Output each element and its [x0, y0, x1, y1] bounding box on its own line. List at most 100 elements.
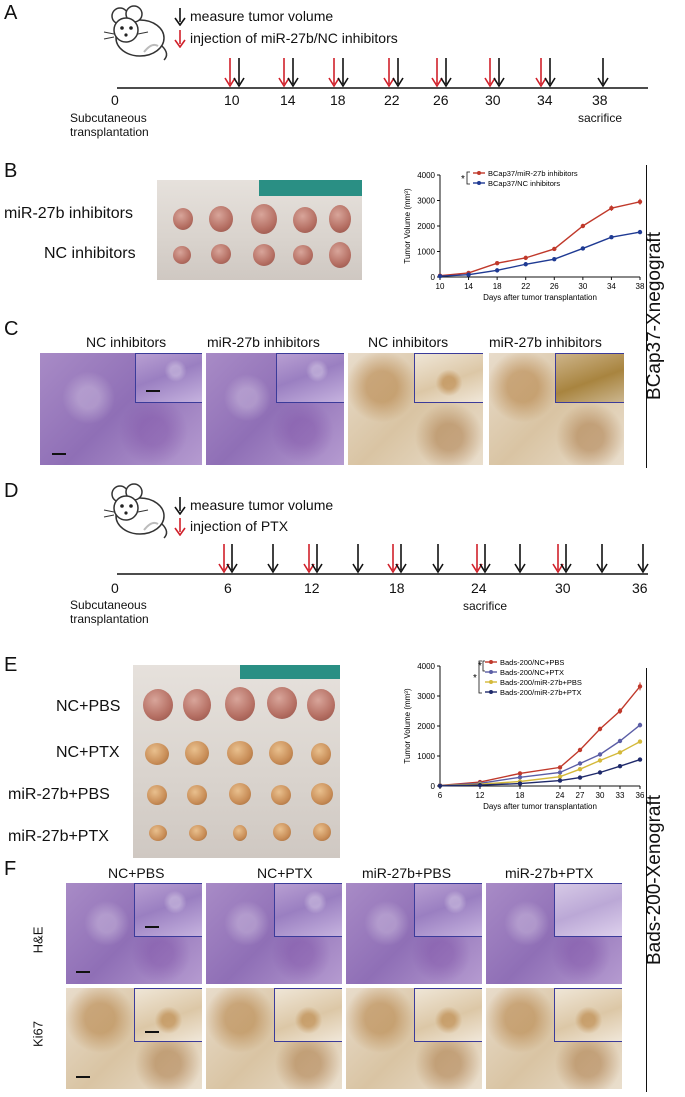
timeline-d	[117, 544, 649, 575]
panel-label-e: E	[4, 654, 18, 676]
panel-label-d: D	[4, 480, 19, 502]
timeline-a-tick-22: 22	[384, 92, 400, 108]
y-tick-label-3: 3000	[417, 692, 435, 701]
data-point-1-0	[437, 274, 443, 279]
measure-arrow-1	[233, 58, 245, 88]
timeline-a-tick-10: 10	[224, 92, 240, 108]
panel-label-a: A	[4, 2, 18, 24]
significance-star-2: *	[478, 661, 482, 672]
x-tick-label-0: 10	[436, 282, 445, 291]
side-label-bads200: Bads-200-Xenograft	[644, 794, 665, 966]
y-tick-label-4: 4000	[417, 171, 435, 180]
measure-arrow-3	[287, 58, 299, 88]
x-tick-label-2: 18	[493, 282, 502, 291]
x-tick-label-2: 18	[516, 791, 525, 800]
x-tick-label-5: 30	[596, 791, 605, 800]
significance-bracket	[466, 171, 470, 185]
series-line-0	[439, 201, 641, 277]
data-point-0-5	[580, 223, 586, 229]
legend-label-1: Bads-200/NC+PTX	[500, 668, 564, 677]
measure-arrow-14	[597, 58, 609, 88]
col-label-c-1: NC inhibitors	[86, 334, 167, 350]
side-divider-bottom	[646, 668, 647, 1092]
timeline-d-tick-18: 18	[389, 580, 405, 596]
injection-arrow-0	[224, 58, 236, 88]
data-point-1-4	[577, 761, 583, 766]
tumor-volume-chart-b: 0 1000 2000 3000 4000 10 14 18 22 26 30 34 38 Days af…	[403, 169, 645, 302]
ki67-image-f-3	[346, 988, 482, 1089]
he-image-f-1	[66, 883, 202, 984]
measure-arrow-14	[596, 544, 608, 574]
x-tick-label-3: 24	[556, 791, 565, 800]
data-point-1-6	[617, 738, 623, 744]
data-point-3-1	[477, 782, 483, 788]
data-point-2-7	[637, 739, 643, 744]
data-point-0-7	[637, 199, 643, 204]
data-point-0-6	[617, 708, 623, 714]
data-point-2-6	[617, 750, 623, 755]
x-axis-label: Days after tumor transplantation	[483, 802, 597, 811]
measure-arrow-3	[311, 544, 323, 574]
series-line-2	[439, 740, 641, 787]
x-tick-label-4: 27	[576, 791, 585, 800]
y-axis-label: Tumor Volume (mm³)	[403, 188, 412, 264]
data-point-1-2	[517, 775, 523, 780]
x-tick-label-4: 26	[550, 282, 559, 291]
measure-arrow-10	[267, 544, 279, 574]
row-label-nc-ptx: NC+PTX	[56, 744, 120, 761]
timeline-d-tick-6: 6	[224, 580, 232, 596]
data-point-3-7	[637, 757, 643, 762]
legend-marker-1	[489, 670, 493, 674]
row-label-mir27b-ptx: miR-27b+PTX	[8, 828, 109, 845]
data-point-0-6	[609, 205, 614, 211]
measure-arrow-5	[395, 544, 407, 574]
col-label-f-1: NC+PBS	[108, 865, 165, 881]
injection-arrow-12	[535, 58, 547, 88]
timeline-d-tick-30: 30	[555, 580, 571, 596]
timeline-a	[117, 58, 648, 89]
tumor-photo-e	[133, 665, 340, 858]
measure-arrow-13	[514, 544, 526, 574]
col-label-c-2: miR-27b inhibitors	[207, 334, 320, 350]
measure-arrow-1	[226, 544, 238, 574]
measure-arrow-11	[493, 58, 505, 88]
measure-arrow-12	[432, 544, 444, 574]
injection-arrow-0	[218, 544, 230, 574]
mouse-icon-d	[103, 483, 168, 539]
measure-arrow-7	[392, 58, 404, 88]
legend-label-0: BCap37/miR-27b inhibitors	[488, 169, 578, 178]
arrow-red-legend-d-icon	[174, 518, 186, 536]
x-tick-label-6: 33	[616, 791, 625, 800]
data-point-2-4	[577, 767, 583, 772]
y-axis-label: Tumor Volume (mm³)	[403, 688, 412, 764]
data-point-1-5	[597, 752, 603, 757]
legend-marker-0	[489, 660, 493, 664]
legend-marker-3	[489, 690, 493, 694]
data-point-3-6	[617, 764, 623, 769]
measure-arrow-7	[479, 544, 491, 574]
timeline-a-tick-0: 0	[111, 92, 119, 108]
col-label-c-3: NC inhibitors	[368, 334, 449, 350]
data-point-0-7	[637, 684, 643, 689]
mouse-icon	[103, 5, 168, 61]
x-tick-label-0: 6	[438, 791, 443, 800]
measure-arrow-13	[544, 58, 556, 88]
he-image-f-4	[486, 883, 622, 984]
data-point-0-2	[494, 261, 500, 266]
data-point-1-6	[609, 235, 614, 240]
timeline-a-tick-14: 14	[280, 92, 296, 108]
injection-arrow-2	[278, 58, 290, 88]
data-point-1-2	[494, 268, 500, 273]
legend-measure: measure tumor volume	[190, 8, 334, 24]
x-tick-label-6: 34	[607, 282, 616, 291]
row-label-mir27b-inhibitors: miR-27b inhibitors	[4, 205, 133, 222]
ki67-image-f-1	[66, 988, 202, 1089]
he-image-c-nc	[40, 353, 202, 465]
measure-arrow-11	[352, 544, 364, 574]
legend-injection-d: injection of PTX	[190, 518, 289, 534]
y-tick-label-2: 2000	[417, 722, 435, 731]
data-point-1-3	[523, 262, 528, 267]
row-label-nc-pbs: NC+PBS	[56, 698, 121, 715]
tumor-volume-chart-e: 0 1000 2000 3000 4000 6 12 18 24 27 30 33 36 Days aft…	[403, 658, 645, 811]
series-line-1	[439, 231, 641, 277]
